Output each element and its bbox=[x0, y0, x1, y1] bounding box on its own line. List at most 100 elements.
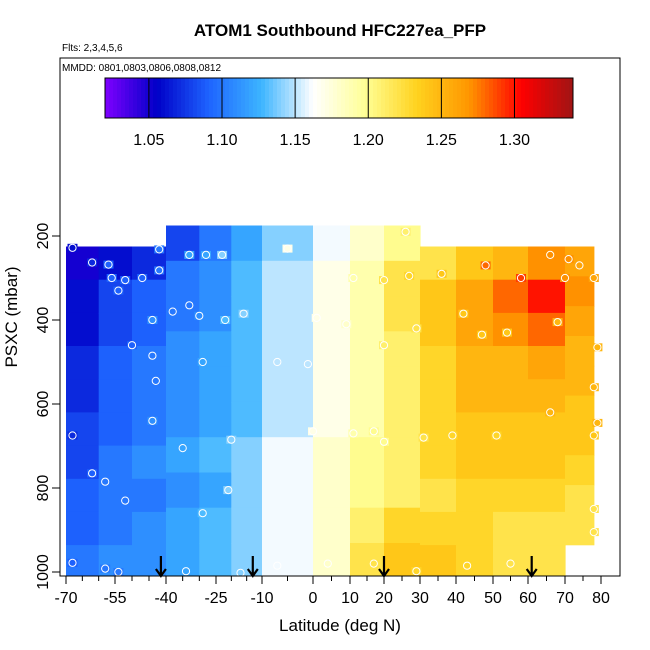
colorbar-segment bbox=[353, 78, 358, 118]
colorbar-segment bbox=[537, 78, 542, 118]
colorbar-segment bbox=[465, 78, 470, 118]
colorbar-segment bbox=[433, 78, 438, 118]
heatmap-cell bbox=[132, 478, 167, 513]
sample-patch bbox=[588, 383, 599, 392]
colorbar-segment bbox=[501, 78, 506, 118]
sample-point bbox=[412, 324, 421, 333]
colorbar-segment bbox=[197, 78, 202, 118]
sample-patch bbox=[308, 427, 318, 436]
heatmap-cell bbox=[262, 437, 314, 474]
heatmap-cell bbox=[98, 379, 133, 413]
sample-point bbox=[593, 418, 602, 427]
heatmap-cell bbox=[98, 279, 133, 314]
sample-patch bbox=[67, 431, 78, 440]
sample-point bbox=[412, 567, 421, 576]
colorbar-segment bbox=[301, 78, 306, 118]
sample-point bbox=[553, 318, 562, 327]
heatmap-cell bbox=[350, 507, 385, 544]
x-tick-label: -10 bbox=[250, 590, 273, 607]
sample-patch bbox=[167, 307, 178, 316]
sample-patch bbox=[476, 330, 487, 339]
sample-point bbox=[88, 469, 97, 478]
sample-patch bbox=[197, 358, 208, 366]
colorbar-segment bbox=[341, 78, 346, 118]
colorbar-segment bbox=[261, 78, 266, 118]
colorbar-segment bbox=[185, 78, 190, 118]
colorbar-segment bbox=[389, 78, 394, 118]
colorbar-segment bbox=[237, 78, 242, 118]
colorbar-segment bbox=[553, 78, 558, 118]
sample-patch bbox=[87, 258, 98, 267]
sample-point bbox=[138, 273, 147, 283]
x-tick-label: -25 bbox=[204, 590, 227, 607]
x-tick-label: 50 bbox=[484, 590, 502, 607]
sample-patch bbox=[588, 528, 599, 537]
sample-point bbox=[477, 330, 486, 339]
heatmap-cell bbox=[528, 279, 566, 314]
colorbar-segment bbox=[285, 78, 290, 118]
colorbar-segment bbox=[401, 78, 406, 118]
sample-point bbox=[114, 286, 123, 295]
colorbar-segment bbox=[361, 78, 366, 118]
sample-patch bbox=[235, 568, 246, 576]
sample-patch bbox=[592, 418, 603, 427]
heatmap-cell bbox=[350, 437, 385, 474]
sample-point bbox=[589, 431, 598, 440]
sample-patch bbox=[491, 431, 502, 440]
colorbar-segment bbox=[201, 78, 206, 118]
sample-point bbox=[448, 431, 457, 440]
sample-patch bbox=[574, 261, 585, 270]
x-tick-label: -55 bbox=[103, 590, 126, 607]
heatmap-cell bbox=[199, 296, 232, 332]
colorbar-segment bbox=[189, 78, 194, 118]
sample-point bbox=[127, 341, 137, 350]
colorbar-segment bbox=[357, 78, 362, 118]
sample-point bbox=[349, 429, 358, 438]
sample-point bbox=[168, 307, 177, 316]
heatmap-cell bbox=[350, 366, 385, 403]
sample-patch bbox=[120, 276, 131, 285]
sample-patch bbox=[282, 244, 293, 253]
dates-label: MMDD: 0801,0803,0806,0808,0812 bbox=[62, 63, 221, 74]
sample-patch bbox=[147, 416, 158, 425]
sample-point bbox=[155, 245, 164, 254]
sample-point bbox=[379, 341, 389, 350]
heatmap-cell bbox=[420, 279, 457, 314]
sample-patch bbox=[194, 311, 205, 320]
colorbar-segment bbox=[429, 78, 434, 118]
colorbar-tick-label: 1.05 bbox=[133, 132, 164, 149]
sample-patch bbox=[113, 286, 124, 295]
colorbar-segment bbox=[441, 78, 446, 118]
heatmap-cell bbox=[493, 478, 529, 513]
colorbar-segment bbox=[337, 78, 342, 118]
heatmap-cell bbox=[565, 365, 595, 397]
colorbar-segment bbox=[377, 78, 382, 118]
sample-patch bbox=[418, 433, 429, 442]
heatmap-cell bbox=[231, 225, 263, 262]
heatmap-cell bbox=[456, 545, 494, 576]
colorbar-segment bbox=[265, 78, 270, 118]
heatmap-cell bbox=[384, 472, 421, 509]
sample-patch bbox=[103, 260, 114, 269]
x-tick-label: 60 bbox=[519, 590, 537, 607]
sample-point bbox=[181, 567, 191, 576]
colorbar-segment bbox=[565, 78, 570, 118]
colorbar-segment bbox=[297, 78, 302, 118]
sample-patch bbox=[100, 564, 111, 573]
sample-point bbox=[101, 477, 110, 486]
heatmap-cell bbox=[493, 412, 529, 447]
sample-point bbox=[589, 528, 598, 537]
colorbar-segment bbox=[325, 78, 330, 118]
colorbar-segment bbox=[149, 78, 154, 118]
colorbar-segment bbox=[205, 78, 210, 118]
y-tick-label: 1000 bbox=[35, 554, 52, 590]
colorbar-segment bbox=[209, 78, 214, 118]
sample-patch bbox=[436, 269, 447, 278]
colorbar-segment bbox=[317, 78, 322, 118]
heatmap-cell bbox=[528, 346, 566, 380]
colorbar-segment bbox=[309, 78, 314, 118]
sample-patch bbox=[516, 274, 526, 282]
colorbar-segment bbox=[281, 78, 286, 118]
sample-patch bbox=[311, 313, 322, 322]
y-tick-label: 400 bbox=[35, 307, 52, 334]
